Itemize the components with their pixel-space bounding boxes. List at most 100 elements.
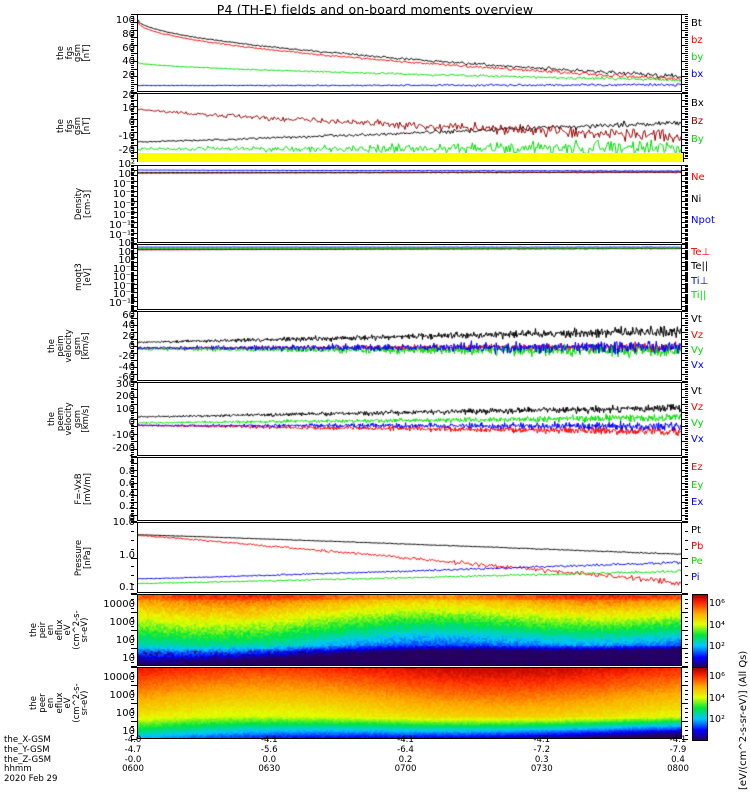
peer-colorbar-tick: 10² <box>709 714 725 726</box>
axis-ticks <box>682 457 688 522</box>
panel-density <box>137 165 682 243</box>
ytick-label: 60 <box>122 310 135 322</box>
ytick-label: 300 <box>115 378 135 390</box>
axis-row-value: -0.0 <box>124 754 142 765</box>
legend-peim-velocity-Vy: Vy <box>691 344 704 356</box>
panel-peir-energy-flux-axis-title: the peir en eflux eV (cm^2-s-sr-eV) <box>29 610 90 650</box>
panel-vxb-force-axis-title: F=-VxB [mV/m] <box>74 473 93 505</box>
time-tick-label: 0600 <box>122 764 144 775</box>
panel-density-plot <box>138 166 681 242</box>
legend-fgs-gsm-comp-By: By <box>691 134 704 146</box>
ytick-label: 100 <box>115 707 135 719</box>
ytick-label: 20 <box>122 70 135 82</box>
axis-ticks <box>682 93 688 159</box>
status-bar-yellow <box>137 153 684 162</box>
axis-ticks <box>131 457 137 522</box>
axis-row-label: the_Z-GSM <box>4 754 52 765</box>
axis-ticks <box>131 244 137 311</box>
panel-peer-energy-flux <box>137 667 682 739</box>
axis-ticks <box>131 93 137 159</box>
ytick-label: 1.0 <box>119 549 135 561</box>
ytick-label: 10⁴ <box>118 238 135 249</box>
legend-fgs-gsm-mag-bz: bz <box>691 35 703 47</box>
legend-pressure-Pb: Pb <box>691 540 704 552</box>
panel-peim-velocity <box>137 311 682 381</box>
peer-colorbar-tick: 10⁶ <box>709 671 725 683</box>
axis-ticks <box>682 14 688 93</box>
ytick-label: 10⁻⁸ <box>112 209 135 221</box>
legend-peem-velocity-Vz: Vz <box>691 401 704 413</box>
axis-row-value: -4.1 <box>397 735 414 745</box>
panel-fgs-gsm-comp-plot <box>138 94 681 157</box>
panel-peim-velocity-axis-title: the peim velocity gsm [km/s] <box>47 329 91 363</box>
panel-fgs-gsm-comp <box>137 93 682 158</box>
ytick-label: 200 <box>115 391 135 403</box>
panel-peir-energy-flux <box>137 594 682 666</box>
panel-peim-velocity-plot <box>138 312 681 380</box>
panel-peer-energy-flux-axis-title: the peer en eflux eV (cm^2-s-sr-eV) <box>29 683 90 723</box>
ytick-label: 10 <box>122 652 135 664</box>
legend-peem-velocity-Vx: Vx <box>691 434 704 446</box>
ytick-label: 10 <box>122 725 135 737</box>
ytick-label: 100 <box>115 404 135 416</box>
panel-peer-energy-flux-ytick-labels: 10000 1000 100 10 <box>101 667 135 739</box>
panel-peer-energy-flux-plot <box>138 668 681 738</box>
ytick-label: 10⁻⁴ <box>112 272 135 284</box>
legend-vxb-force-Ex: Ex <box>691 497 704 509</box>
ytick-label: 10000 <box>103 598 135 610</box>
legend-pressure-Pi: Pi <box>691 571 700 583</box>
ytick-label: -100 <box>112 430 135 441</box>
panel-fgs-gsm-mag <box>137 14 682 92</box>
ytick-label: 10⁰ <box>118 169 135 181</box>
axis-row-value: 0.2 <box>398 754 413 765</box>
axis-row-value: 0.3 <box>534 754 549 765</box>
ytick-label: 40 <box>122 56 135 68</box>
axis-row-value: -6.4 <box>397 744 414 755</box>
time-tick-label: 0730 <box>530 764 553 775</box>
date-label: 2020 Feb 29 <box>4 774 58 785</box>
axis-ticks <box>682 594 688 667</box>
axis-ticks <box>682 165 688 244</box>
panel-pressure-plot <box>138 523 681 592</box>
legend-moqt3-Ti: Ti|| <box>691 289 707 301</box>
ytick-label: -10 <box>118 130 135 142</box>
peir-colorbar-gradient <box>693 595 707 667</box>
axis-ticks <box>682 311 688 382</box>
ytick-label: -20 <box>118 351 135 363</box>
panel-fgs-gsm-comp-axis-title: the fgs gsm [nT] <box>56 116 92 135</box>
legend-fgs-gsm-mag-Bt: Bt <box>691 18 702 30</box>
panel-peem-velocity <box>137 382 682 456</box>
panel-fgs-gsm-mag-plot <box>138 15 681 91</box>
ytick-label: 10⁻² <box>112 263 135 275</box>
axis-row-value: 0.0 <box>262 754 277 765</box>
ytick-label: 10⁻² <box>112 179 135 191</box>
panel-fgs-gsm-mag-ytick-labels: 20 40 60 80 100 <box>101 14 135 92</box>
axis-row-value: -4.0 <box>124 735 142 745</box>
panel-fgs-gsm-mag-axis-title: the fgs gsm [nT] <box>56 43 92 63</box>
legend-moqt3-Te: Te|| <box>691 261 709 273</box>
legend-vxb-force-Ey: Ey <box>691 479 704 491</box>
ytick-label: 40 <box>122 320 135 332</box>
ytick-label: 10 <box>122 103 135 115</box>
axis-row-value: -4.1 <box>260 735 278 745</box>
peer-colorbar <box>692 667 708 741</box>
ytick-label: 80 <box>122 28 135 40</box>
axis-ticks <box>682 667 688 740</box>
legend-fgs-gsm-comp-Bz: Bz <box>691 115 704 127</box>
axis-row-value: 0.4 <box>671 754 685 765</box>
ytick-label: 20 <box>122 330 135 342</box>
panel-moqt3 <box>137 244 682 310</box>
legend-fgs-gsm-mag-by: by <box>691 52 704 64</box>
panel-density-ytick-labels: 10² 10⁰ 10⁻² 10⁻⁴ 10⁻⁶ 10⁻⁸ 10⁻¹⁰ 10⁻¹² <box>101 160 135 243</box>
legend-fgs-gsm-mag-bx: bx <box>691 69 704 81</box>
axis-ticks <box>682 244 688 311</box>
ytick-label: 10² <box>118 159 135 170</box>
panel-moqt3-ytick-labels: 10⁴ 10² 10⁰ 10⁻² 10⁻⁴ 10⁻⁶ 10⁻⁸ 10⁻¹⁰ <box>101 239 135 310</box>
axis-row-label: hhmm <box>4 764 32 775</box>
axis-ticks <box>131 14 137 93</box>
panel-moqt3-plot <box>138 245 681 309</box>
axis-ticks <box>682 382 688 457</box>
legend-vxb-force-Ez: Ez <box>691 461 703 473</box>
